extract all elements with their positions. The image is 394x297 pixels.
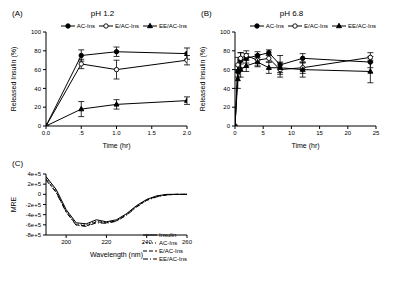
html-text:EE/AC-Ins: EE/AC-Ins: [159, 23, 187, 29]
svg-text:-4e+5: -4e+5: [25, 212, 41, 218]
svg-text:-6e+5: -6e+5: [25, 222, 41, 228]
svg-text:25: 25: [373, 130, 380, 136]
svg-text:60: 60: [223, 67, 230, 73]
svg-text:1.5: 1.5: [148, 130, 157, 136]
svg-text:2e+5: 2e+5: [27, 181, 41, 187]
svg-text:20: 20: [34, 104, 41, 110]
svg-text:Wavelength (nm): Wavelength (nm): [90, 251, 143, 259]
svg-text:20: 20: [223, 104, 230, 110]
svg-text:40: 40: [34, 86, 41, 92]
svg-text:100: 100: [31, 29, 42, 35]
svg-text:100: 100: [220, 29, 231, 35]
html-text:(A): (A): [12, 9, 23, 18]
svg-text:60: 60: [34, 67, 41, 73]
html-text:AC-Ins: AC-Ins: [265, 23, 284, 29]
html-text:AC-Ins: AC-Ins: [76, 23, 95, 29]
html-text:E/AC-Ins: E/AC-Ins: [304, 23, 328, 29]
svg-text:40: 40: [223, 86, 230, 92]
svg-text:20: 20: [344, 130, 351, 136]
svg-text:Time (hr): Time (hr): [102, 142, 130, 150]
svg-text:10: 10: [288, 130, 295, 136]
html-text:EE/AC-Ins: EE/AC-Ins: [159, 256, 187, 262]
svg-text:0: 0: [227, 123, 231, 129]
svg-text:0: 0: [38, 191, 42, 197]
svg-text:Released Insulin (%): Released Insulin (%): [10, 47, 18, 112]
svg-text:.5: .5: [79, 130, 85, 136]
html-text:(B): (B): [201, 9, 212, 18]
svg-text:-8e+5: -8e+5: [25, 232, 41, 238]
svg-text:0: 0: [38, 123, 42, 129]
html-text:Insulin: Insulin: [159, 232, 177, 238]
html-text:E/AC-Ins: E/AC-Ins: [115, 23, 139, 29]
svg-text:5: 5: [262, 130, 266, 136]
html-text:pH 6.8: pH 6.8: [279, 9, 304, 18]
svg-text:80: 80: [223, 48, 230, 54]
svg-text:4e+5: 4e+5: [27, 171, 41, 177]
svg-text:Released Insulin (%): Released Insulin (%): [199, 47, 207, 112]
svg-text:80: 80: [34, 48, 41, 54]
html-text:EE/AC-Ins: EE/AC-Ins: [348, 23, 376, 29]
html-text:AC-Ins: AC-Ins: [159, 240, 178, 246]
svg-text:15: 15: [316, 130, 323, 136]
svg-text:1.0: 1.0: [112, 130, 121, 136]
svg-text:260: 260: [182, 239, 193, 245]
svg-text:200: 200: [61, 239, 72, 245]
html-text:(C): (C): [12, 159, 24, 168]
svg-text:0: 0: [233, 130, 237, 136]
svg-text:0.0: 0.0: [42, 130, 51, 136]
svg-text:220: 220: [101, 239, 112, 245]
html-text:pH 1.2: pH 1.2: [90, 9, 115, 18]
html-text:E/AC-Ins: E/AC-Ins: [159, 248, 183, 254]
svg-text:Time (hr): Time (hr): [291, 142, 319, 150]
svg-text:MRE: MRE: [10, 196, 17, 212]
svg-text:-2e+5: -2e+5: [25, 202, 41, 208]
svg-text:240: 240: [142, 239, 153, 245]
svg-text:2.0: 2.0: [183, 130, 192, 136]
